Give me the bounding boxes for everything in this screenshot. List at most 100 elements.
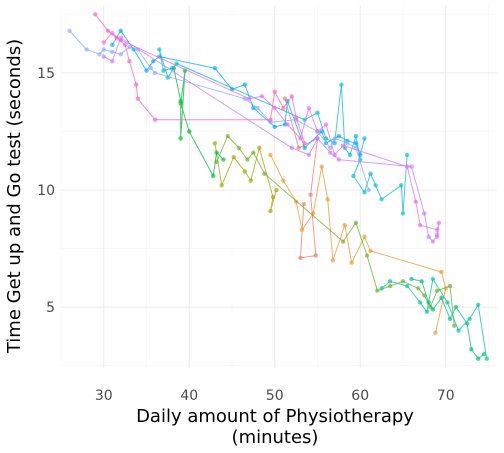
data-point	[315, 136, 320, 141]
x-axis-title-line-1: Daily amount of Physiotherapy	[136, 406, 414, 427]
data-point	[169, 66, 175, 71]
data-point	[336, 133, 342, 139]
data-point	[302, 145, 307, 151]
x-axis-title-line-2: (minutes)	[232, 427, 319, 448]
data-point	[400, 211, 406, 216]
data-point	[330, 258, 336, 263]
data-point	[379, 197, 384, 202]
data-point	[110, 30, 115, 36]
data-point	[272, 105, 277, 111]
data-point	[221, 157, 226, 162]
data-point	[368, 248, 373, 254]
data-point	[422, 293, 427, 298]
data-point	[413, 199, 418, 204]
data-point	[368, 171, 373, 176]
series-line	[216, 135, 455, 326]
data-point	[236, 145, 242, 151]
data-point	[248, 178, 253, 183]
data-point	[114, 35, 119, 40]
series-4	[214, 133, 457, 329]
data-point	[484, 356, 489, 361]
data-point	[246, 96, 252, 101]
data-point	[332, 152, 337, 158]
data-point	[285, 122, 290, 127]
data-point	[434, 234, 440, 240]
data-point	[447, 316, 453, 322]
data-point	[212, 66, 218, 71]
data-point	[422, 211, 427, 216]
data-point	[399, 183, 404, 188]
data-point	[268, 117, 273, 122]
data-point	[251, 105, 256, 111]
data-point	[84, 47, 89, 52]
data-point	[469, 347, 474, 352]
y-axis-title: Time Get up and Go test (seconds)	[4, 39, 25, 354]
data-point	[152, 70, 158, 76]
data-point	[245, 157, 250, 162]
data-point	[262, 171, 267, 176]
data-point	[379, 286, 384, 291]
data-point	[259, 94, 265, 99]
data-point	[110, 59, 115, 64]
data-point	[436, 220, 442, 225]
data-point	[242, 169, 248, 174]
data-point	[110, 49, 115, 55]
data-point	[210, 173, 216, 179]
data-point	[373, 183, 378, 188]
data-point	[270, 194, 276, 200]
data-point	[319, 164, 324, 169]
series-11	[101, 35, 440, 244]
x-tick-label: 50	[266, 388, 284, 404]
data-point	[430, 307, 436, 312]
data-point	[178, 101, 183, 106]
data-point	[274, 187, 279, 193]
data-point	[315, 129, 320, 134]
data-point	[293, 115, 299, 120]
data-point	[101, 40, 106, 45]
data-point	[433, 330, 438, 336]
data-point	[328, 150, 333, 155]
data-point	[212, 140, 218, 146]
data-point	[242, 82, 248, 87]
data-point	[187, 129, 192, 134]
data-point	[127, 44, 132, 50]
data-point	[231, 155, 236, 160]
y-tick-label: 5	[46, 300, 55, 316]
data-point	[439, 269, 444, 275]
data-point	[157, 47, 162, 52]
series-2	[268, 152, 448, 336]
data-point	[481, 351, 487, 357]
data-point	[362, 190, 367, 195]
data-point	[255, 105, 260, 111]
data-point	[439, 295, 444, 300]
data-point	[417, 300, 423, 305]
series-6	[409, 276, 487, 361]
data-point	[424, 309, 430, 314]
data-point	[345, 140, 350, 146]
data-point	[144, 68, 149, 73]
data-point	[362, 136, 367, 141]
data-point	[148, 66, 153, 71]
y-tick-label: 10	[37, 183, 55, 199]
data-point	[313, 253, 318, 258]
x-tick-label: 60	[351, 388, 369, 404]
data-point	[366, 187, 371, 193]
data-point	[118, 37, 124, 43]
data-point	[340, 239, 346, 244]
data-point	[405, 152, 410, 158]
data-point	[97, 51, 102, 57]
data-point	[353, 133, 359, 139]
data-point	[475, 356, 481, 361]
data-point	[340, 143, 346, 148]
data-point	[178, 136, 183, 141]
data-point	[332, 136, 337, 141]
data-point	[299, 227, 305, 233]
data-point	[405, 164, 410, 169]
data-point	[364, 253, 370, 258]
series-3	[212, 140, 279, 214]
y-tick-labels: 5 10 15	[37, 66, 55, 316]
data-point	[419, 279, 424, 284]
data-point	[298, 255, 303, 261]
data-point	[101, 47, 106, 52]
data-point	[301, 201, 306, 207]
